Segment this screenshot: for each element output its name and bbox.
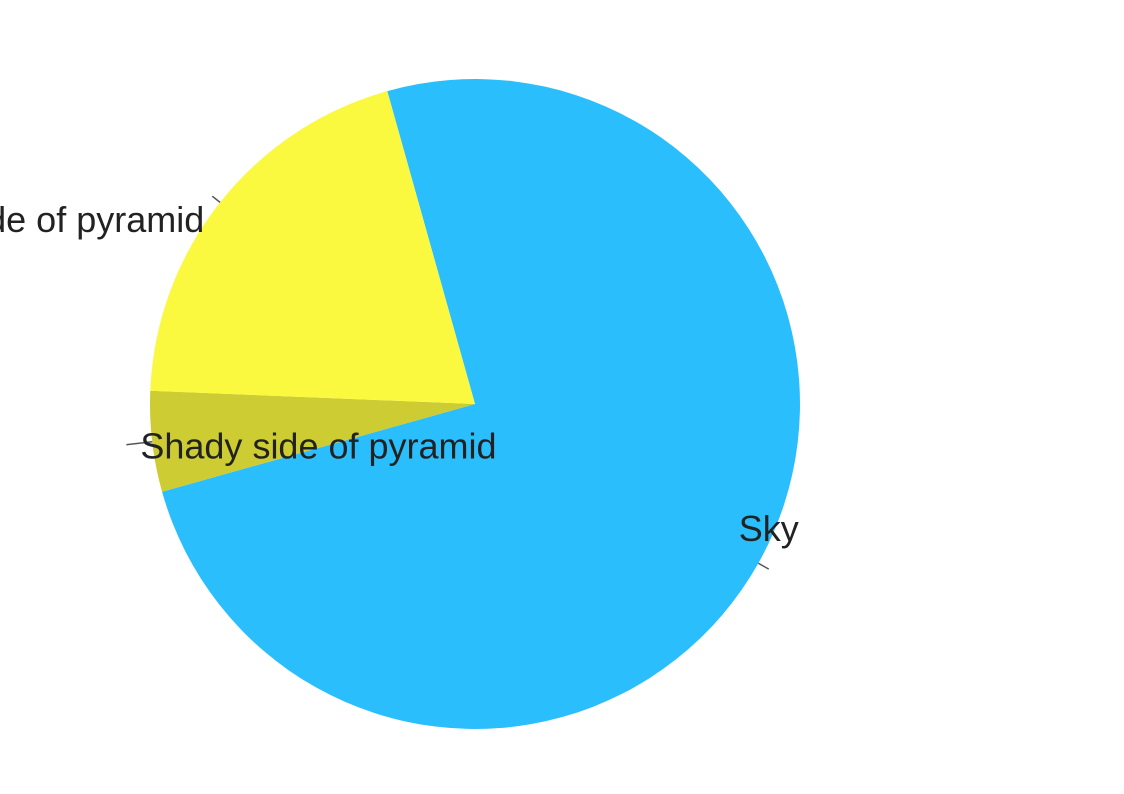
leader-lines <box>126 195 770 570</box>
slice-labels: Sky Shady side of pyramid Sunny side of py… <box>0 199 799 549</box>
leader-line-1 <box>126 440 153 446</box>
slice-label-sunny-side-of-pyramid: Sunny side of pyramid <box>0 199 204 240</box>
slice-label-shady-side-of-pyramid: Shady side of pyramid <box>140 426 496 467</box>
leader-line-2 <box>211 195 221 203</box>
pie-slice-shady-side-of-pyramid <box>150 390 475 492</box>
pie-slice-sunny-side-of-pyramid <box>150 91 476 405</box>
pie-slice-sky <box>162 79 801 730</box>
pie-slices <box>150 79 801 730</box>
slice-label-sky: Sky <box>739 508 799 549</box>
leader-line-0 <box>757 562 770 570</box>
